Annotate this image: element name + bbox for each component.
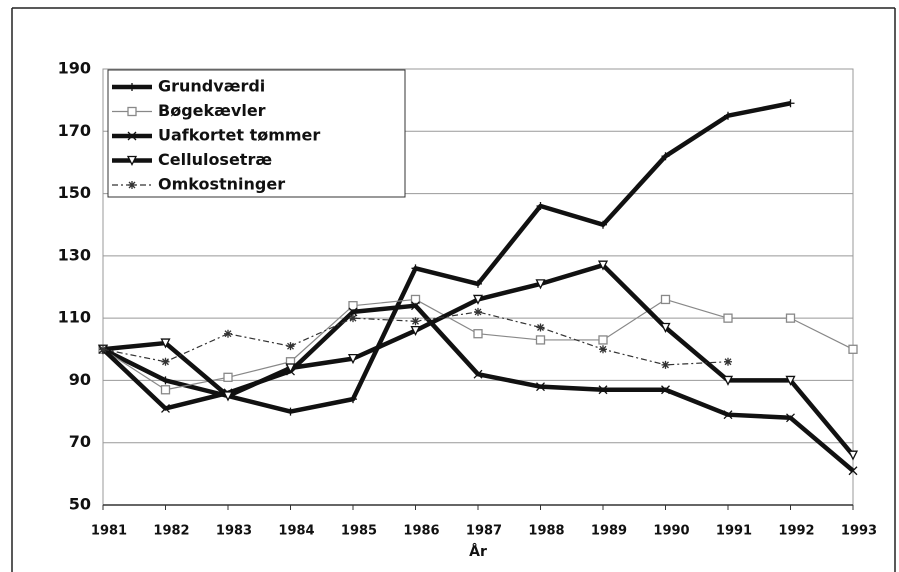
marker: [160, 385, 171, 395]
marker: [161, 357, 170, 366]
marker: [661, 152, 670, 161]
legend-label: Grundværdi: [158, 77, 265, 96]
y-tick-label: 190: [58, 59, 91, 78]
marker: [786, 99, 795, 108]
marker: [536, 382, 545, 392]
marker: [536, 323, 545, 332]
marker: [785, 375, 796, 386]
marker: [848, 344, 858, 354]
y-tick-label: 130: [58, 245, 91, 264]
x-tick-label: 1983: [216, 524, 252, 539]
marker: [597, 260, 609, 271]
marker: [223, 372, 233, 382]
marker: [723, 410, 733, 420]
marker: [410, 325, 421, 337]
x-tick-label: 1984: [278, 524, 314, 539]
marker: [535, 279, 546, 290]
legend-marker: [127, 106, 137, 117]
marker: [785, 313, 796, 323]
marker: [599, 345, 607, 354]
legend-label: Cellulosetræ: [158, 150, 272, 169]
x-tick-label: 1988: [528, 524, 564, 539]
marker: [286, 407, 295, 416]
marker: [724, 357, 732, 366]
y-tick-label: 70: [69, 432, 91, 451]
y-tick-label: 50: [69, 495, 91, 514]
marker: [724, 111, 732, 120]
y-tick-label: 170: [58, 121, 91, 140]
marker: [224, 329, 232, 338]
marker: [723, 313, 733, 323]
marker: [536, 202, 545, 211]
marker: [348, 307, 358, 317]
marker: [99, 345, 107, 354]
y-tick-label: 150: [58, 183, 91, 202]
marker: [661, 360, 670, 369]
marker: [598, 335, 608, 345]
legend-label: Bøgekævler: [158, 101, 266, 120]
marker: [474, 307, 482, 316]
marker: [474, 279, 482, 288]
legend-label: Omkostninger: [158, 175, 285, 194]
marker: [472, 294, 484, 305]
marker: [661, 385, 670, 395]
legend-marker: [127, 131, 137, 141]
legend-box: [107, 69, 406, 198]
marker: [473, 329, 483, 339]
marker: [786, 413, 795, 423]
y-tick-label: 90: [69, 370, 91, 389]
x-tick-label: 1981: [91, 524, 127, 539]
x-tick-label: 1989: [591, 524, 627, 539]
x-tick-label: 1993: [841, 524, 877, 539]
marker: [848, 466, 858, 476]
marker: [722, 375, 734, 386]
marker: [160, 338, 171, 349]
marker: [411, 317, 420, 326]
marker: [161, 376, 170, 385]
marker: [286, 342, 295, 351]
x-tick-label: 1982: [153, 524, 189, 539]
marker: [599, 220, 607, 229]
marker: [598, 385, 608, 395]
x-tick-label: 1986: [403, 524, 439, 539]
marker: [349, 314, 357, 323]
marker: [222, 391, 234, 402]
x-tick-label: 1991: [716, 524, 752, 539]
marker: [285, 363, 296, 374]
y-tick-label: 110: [58, 308, 91, 327]
marker: [473, 369, 483, 379]
marker: [847, 450, 859, 461]
marker: [161, 403, 170, 413]
marker: [535, 335, 546, 345]
x-tick-label: 1987: [466, 524, 502, 539]
marker: [347, 353, 359, 365]
legend-marker: [126, 155, 138, 166]
x-tick-label: 1992: [778, 524, 814, 539]
legend-marker: [128, 83, 136, 91]
marker: [349, 395, 357, 404]
marker: [660, 294, 671, 305]
marker: [411, 301, 420, 311]
legend-marker: [128, 181, 136, 189]
marker: [660, 322, 671, 333]
x-tick-label: 1990: [653, 524, 689, 539]
legend-label: Uafkortet tømmer: [158, 126, 320, 145]
x-axis-label: År: [469, 543, 487, 560]
x-tick-label: 1985: [341, 524, 377, 539]
marker: [411, 264, 420, 273]
